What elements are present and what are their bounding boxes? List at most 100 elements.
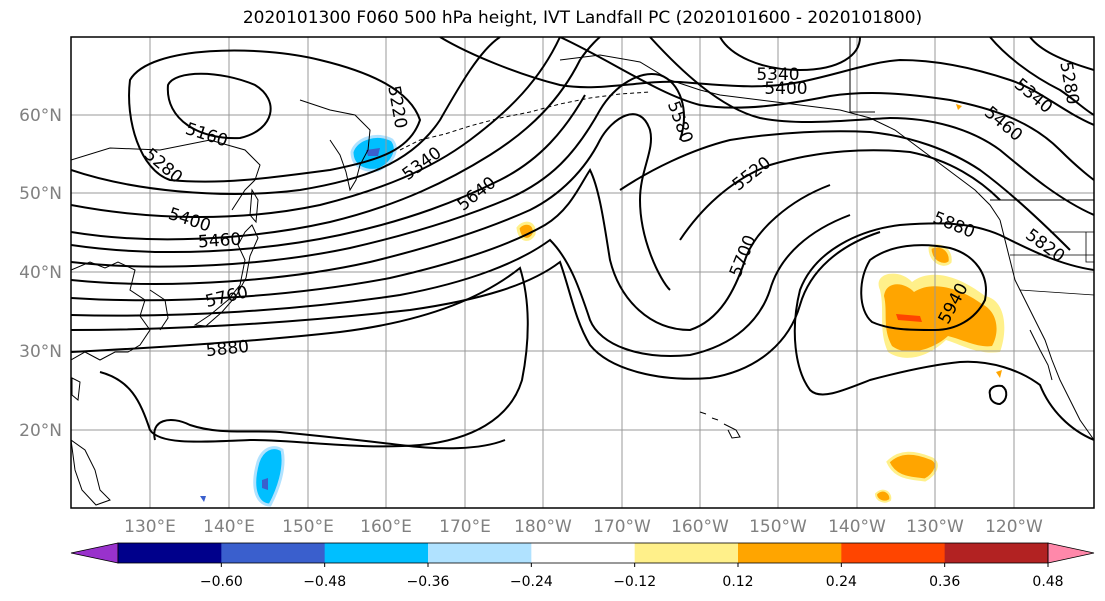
height-contours — [71, 37, 1094, 450]
longitude-label: 160°E — [360, 517, 412, 537]
contour-label: 5700 — [726, 232, 761, 280]
contour-5760 — [71, 214, 851, 357]
contour-5820 — [71, 231, 881, 380]
ivt-negative-south — [253, 446, 285, 507]
ivt-negative-dot — [200, 496, 206, 502]
colorbar-segment — [738, 543, 842, 563]
colorbar-segment — [531, 543, 636, 563]
colorbar-tick-label: −0.48 — [303, 574, 346, 590]
contour-5400 — [71, 37, 561, 218]
coast-sakhalin — [249, 188, 259, 224]
longitude-label: 150°W — [749, 517, 807, 537]
colorbar-tick-label: −0.60 — [200, 574, 243, 590]
contour-label: 5460 — [197, 230, 242, 253]
coast-japan — [193, 224, 259, 327]
contour-5520-north — [619, 130, 1071, 251]
contour-5220 — [128, 49, 422, 183]
contour-label: 5280 — [1055, 60, 1082, 106]
ivt-positive-small — [928, 244, 952, 266]
ivt-shading — [200, 104, 1005, 507]
contour-label: 5880 — [930, 208, 978, 243]
contour-label: 5160 — [183, 119, 230, 151]
colorbar — [70, 542, 1095, 564]
contour-label: 5340 — [1010, 75, 1056, 118]
coastlines — [71, 37, 1094, 506]
colorbar-tick-label: −0.36 — [407, 574, 450, 590]
contour-5880-east — [793, 222, 1094, 441]
contour-label: 5400 — [764, 79, 807, 99]
contour-label: 5220 — [383, 84, 410, 130]
coast-hawaii — [699, 411, 741, 439]
coast-north-america — [999, 219, 1094, 441]
colorbar-tick-label: 0.24 — [826, 574, 857, 590]
coast-philippines — [71, 439, 111, 506]
contour-closed-ne — [719, 37, 861, 72]
colorbar-segment — [324, 543, 429, 563]
colorbar-segment — [944, 543, 1049, 563]
colorbar-tick-labels: −0.60 −0.48 −0.36 −0.24 −0.12 0.12 0.24 0.36 0.4… — [200, 563, 1064, 590]
coast-baja — [1029, 329, 1053, 381]
longitude-label: 170°W — [593, 517, 651, 537]
colorbar-tick-label: 0.48 — [1032, 574, 1063, 590]
contour-label: 5880 — [205, 337, 250, 361]
contour-5880-west — [71, 266, 529, 448]
contour-5160 — [166, 72, 272, 140]
contour-5340-north — [439, 37, 1094, 126]
contour-5700 — [71, 168, 831, 332]
colorbar-segment — [118, 543, 222, 563]
colorbar-extend-high — [1047, 542, 1095, 564]
contour-5280-ne — [989, 37, 1094, 116]
longitude-label: 140°W — [828, 517, 886, 537]
coast-taiwan — [71, 377, 81, 401]
longitude-label: 140°E — [203, 517, 255, 537]
contour-5340 — [71, 37, 501, 195]
latitude-label: 20°N — [19, 421, 62, 441]
colorbar-tick-label: −0.12 — [613, 574, 656, 590]
colorbar-extend-low — [70, 542, 119, 564]
contour-5880-tropics — [153, 419, 506, 450]
longitude-label: 130°W — [906, 517, 964, 537]
colorbar-tick-label: 0.12 — [722, 574, 753, 590]
contour-label: 5640 — [454, 173, 500, 215]
coast-east-asia — [71, 261, 151, 361]
contour-5580 — [71, 73, 685, 268]
ivt-positive-subtropics — [886, 451, 938, 482]
coast-korea — [149, 289, 169, 331]
latitude-labels: 60°N 50°N 40°N 30°N 20°N — [19, 106, 62, 441]
contour-5460 — [71, 37, 601, 241]
colorbar-tick-label: 0.36 — [929, 574, 960, 590]
longitude-label: 150°E — [282, 517, 334, 537]
contour-label: 5460 — [980, 103, 1026, 146]
colorbar-segment — [428, 543, 532, 563]
ivt-positive-dot — [996, 370, 1002, 378]
latitude-label: 40°N — [19, 263, 62, 283]
longitude-labels: 130°E 140°E 150°E 160°E 170°E 180°W 170°W 160°W… — [124, 517, 1043, 537]
ivt-strong-core — [896, 314, 922, 322]
contour-label: 5340 — [756, 65, 799, 85]
colorbar-tick-label: −0.24 — [510, 574, 553, 590]
contour-5940 — [860, 244, 987, 332]
colorbar-outline — [117, 542, 1049, 564]
coast-aleutians — [399, 91, 651, 151]
graticule — [71, 37, 1094, 508]
longitude-label: 170°E — [439, 517, 491, 537]
colorbar-segment — [841, 543, 946, 563]
ivt-positive-dot2 — [956, 104, 962, 110]
longitude-label: 120°W — [985, 517, 1043, 537]
contour-5640 — [71, 113, 671, 291]
contour-label: 5820 — [1022, 225, 1069, 267]
ivt-positive-small2 — [874, 489, 892, 503]
ivt-negative-core — [366, 148, 380, 156]
contour-5580-north — [679, 149, 1001, 241]
colorbar-segment — [634, 543, 739, 563]
contour-5400-north — [559, 37, 1094, 181]
colorbar-segment — [221, 543, 326, 563]
contour-label: 5580 — [663, 99, 697, 146]
longitude-label: 130°E — [124, 517, 176, 537]
ivt-positive-core — [884, 284, 997, 352]
map-title: 2020101300 F060 500 hPa height, IVT Land… — [242, 8, 923, 28]
contour-5220-ne — [1029, 37, 1094, 71]
border-alaska-canada — [849, 37, 875, 113]
longitude-label: 180°W — [514, 517, 572, 537]
